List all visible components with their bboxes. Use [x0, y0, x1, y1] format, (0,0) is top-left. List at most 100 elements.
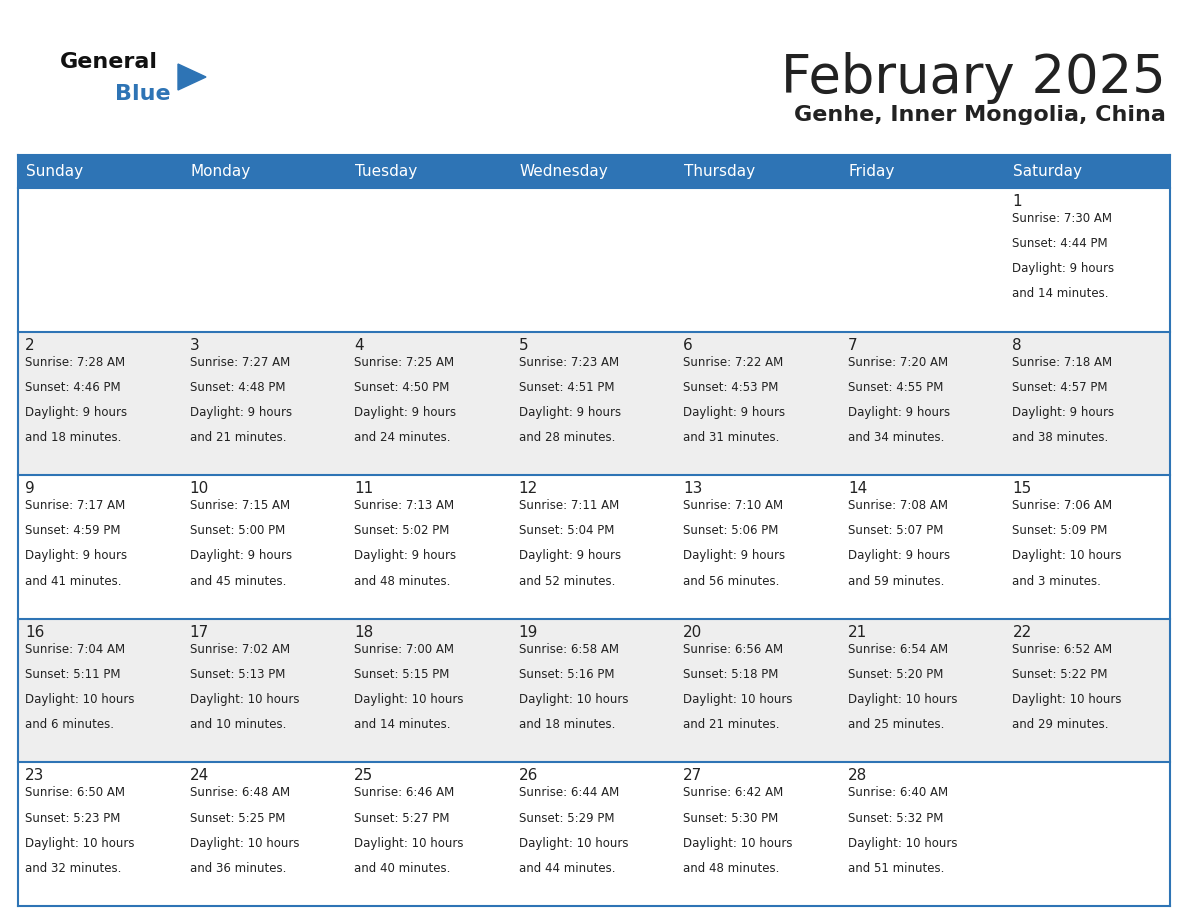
Text: Daylight: 10 hours: Daylight: 10 hours [354, 693, 463, 706]
Text: and 56 minutes.: and 56 minutes. [683, 575, 779, 588]
Text: 17: 17 [190, 625, 209, 640]
Text: February 2025: February 2025 [782, 52, 1165, 104]
Text: Daylight: 9 hours: Daylight: 9 hours [519, 406, 621, 419]
Text: 8: 8 [1012, 338, 1022, 353]
Text: Daylight: 9 hours: Daylight: 9 hours [848, 550, 950, 563]
Text: Sunrise: 6:40 AM: Sunrise: 6:40 AM [848, 787, 948, 800]
Text: and 44 minutes.: and 44 minutes. [519, 862, 615, 875]
Text: Sunrise: 7:27 AM: Sunrise: 7:27 AM [190, 355, 290, 369]
Text: Daylight: 9 hours: Daylight: 9 hours [1012, 406, 1114, 419]
Text: Sunset: 5:09 PM: Sunset: 5:09 PM [1012, 524, 1107, 537]
Text: Friday: Friday [849, 164, 896, 179]
Text: 1: 1 [1012, 194, 1022, 209]
Text: Sunset: 4:48 PM: Sunset: 4:48 PM [190, 381, 285, 394]
Text: Sunset: 5:30 PM: Sunset: 5:30 PM [683, 812, 778, 824]
Text: 5: 5 [519, 338, 529, 353]
Text: Sunrise: 7:20 AM: Sunrise: 7:20 AM [848, 355, 948, 369]
Text: and 48 minutes.: and 48 minutes. [683, 862, 779, 875]
Bar [18, 476, 1170, 619]
Text: Daylight: 10 hours: Daylight: 10 hours [25, 693, 134, 706]
Text: Daylight: 10 hours: Daylight: 10 hours [190, 836, 299, 850]
Polygon shape [178, 64, 206, 90]
Text: Sunrise: 7:08 AM: Sunrise: 7:08 AM [848, 499, 948, 512]
Text: Daylight: 9 hours: Daylight: 9 hours [190, 550, 292, 563]
Text: and 32 minutes.: and 32 minutes. [25, 862, 121, 875]
Text: 4: 4 [354, 338, 364, 353]
Text: Sunrise: 7:30 AM: Sunrise: 7:30 AM [1012, 212, 1112, 225]
Text: and 21 minutes.: and 21 minutes. [683, 718, 779, 732]
Text: 3: 3 [190, 338, 200, 353]
Text: Sunrise: 6:42 AM: Sunrise: 6:42 AM [683, 787, 784, 800]
Text: 24: 24 [190, 768, 209, 783]
Text: Sunset: 4:55 PM: Sunset: 4:55 PM [848, 381, 943, 394]
Text: 12: 12 [519, 481, 538, 497]
Text: Sunrise: 7:23 AM: Sunrise: 7:23 AM [519, 355, 619, 369]
Text: Sunrise: 7:10 AM: Sunrise: 7:10 AM [683, 499, 783, 512]
Text: and 18 minutes.: and 18 minutes. [519, 718, 615, 732]
Text: Genhe, Inner Mongolia, China: Genhe, Inner Mongolia, China [794, 105, 1165, 125]
Text: Sunset: 5:18 PM: Sunset: 5:18 PM [683, 668, 778, 681]
Text: 9: 9 [25, 481, 34, 497]
Text: Sunrise: 7:15 AM: Sunrise: 7:15 AM [190, 499, 290, 512]
Text: 25: 25 [354, 768, 373, 783]
Text: 7: 7 [848, 338, 858, 353]
Text: and 51 minutes.: and 51 minutes. [848, 862, 944, 875]
Bar [183, 155, 347, 188]
Text: Sunrise: 6:44 AM: Sunrise: 6:44 AM [519, 787, 619, 800]
Text: 20: 20 [683, 625, 702, 640]
Text: Sunset: 5:02 PM: Sunset: 5:02 PM [354, 524, 449, 537]
Bar [18, 155, 183, 188]
Text: Sunrise: 6:46 AM: Sunrise: 6:46 AM [354, 787, 454, 800]
Text: Daylight: 9 hours: Daylight: 9 hours [519, 550, 621, 563]
Text: 10: 10 [190, 481, 209, 497]
Text: Sunrise: 6:50 AM: Sunrise: 6:50 AM [25, 787, 125, 800]
Text: Daylight: 10 hours: Daylight: 10 hours [683, 693, 792, 706]
Bar [841, 155, 1005, 188]
Text: Daylight: 9 hours: Daylight: 9 hours [683, 406, 785, 419]
Bar [18, 188, 1170, 331]
Text: Sunrise: 7:02 AM: Sunrise: 7:02 AM [190, 643, 290, 655]
Text: Daylight: 9 hours: Daylight: 9 hours [25, 550, 127, 563]
Text: Sunset: 5:20 PM: Sunset: 5:20 PM [848, 668, 943, 681]
Bar [18, 619, 1170, 763]
Text: and 14 minutes.: and 14 minutes. [354, 718, 450, 732]
Text: Daylight: 10 hours: Daylight: 10 hours [848, 693, 958, 706]
Text: 14: 14 [848, 481, 867, 497]
Text: Sunrise: 7:22 AM: Sunrise: 7:22 AM [683, 355, 784, 369]
Text: Sunset: 5:22 PM: Sunset: 5:22 PM [1012, 668, 1108, 681]
Text: Daylight: 10 hours: Daylight: 10 hours [848, 836, 958, 850]
Text: and 34 minutes.: and 34 minutes. [848, 431, 944, 444]
Text: and 14 minutes.: and 14 minutes. [1012, 287, 1108, 300]
Text: and 45 minutes.: and 45 minutes. [190, 575, 286, 588]
Text: Daylight: 10 hours: Daylight: 10 hours [683, 836, 792, 850]
Text: 2: 2 [25, 338, 34, 353]
Text: Thursday: Thursday [684, 164, 756, 179]
Text: and 41 minutes.: and 41 minutes. [25, 575, 121, 588]
Text: Sunrise: 6:54 AM: Sunrise: 6:54 AM [848, 643, 948, 655]
Text: Sunset: 5:00 PM: Sunset: 5:00 PM [190, 524, 285, 537]
Text: Sunset: 5:29 PM: Sunset: 5:29 PM [519, 812, 614, 824]
Text: Daylight: 9 hours: Daylight: 9 hours [354, 550, 456, 563]
Bar [18, 763, 1170, 906]
Text: Daylight: 9 hours: Daylight: 9 hours [1012, 263, 1114, 275]
Text: Sunrise: 7:13 AM: Sunrise: 7:13 AM [354, 499, 454, 512]
Text: 23: 23 [25, 768, 44, 783]
Text: 28: 28 [848, 768, 867, 783]
Text: 26: 26 [519, 768, 538, 783]
Text: and 52 minutes.: and 52 minutes. [519, 575, 615, 588]
Text: 13: 13 [683, 481, 702, 497]
Text: Sunset: 5:25 PM: Sunset: 5:25 PM [190, 812, 285, 824]
Bar [347, 155, 512, 188]
Text: Sunset: 4:53 PM: Sunset: 4:53 PM [683, 381, 778, 394]
Text: and 25 minutes.: and 25 minutes. [848, 718, 944, 732]
Text: and 29 minutes.: and 29 minutes. [1012, 718, 1108, 732]
Text: Wednesday: Wednesday [519, 164, 608, 179]
Text: Daylight: 9 hours: Daylight: 9 hours [354, 406, 456, 419]
Text: and 38 minutes.: and 38 minutes. [1012, 431, 1108, 444]
Text: Daylight: 10 hours: Daylight: 10 hours [1012, 550, 1121, 563]
Text: Sunset: 4:57 PM: Sunset: 4:57 PM [1012, 381, 1108, 394]
Text: Sunset: 5:32 PM: Sunset: 5:32 PM [848, 812, 943, 824]
Text: Sunset: 4:46 PM: Sunset: 4:46 PM [25, 381, 121, 394]
Text: Tuesday: Tuesday [355, 164, 417, 179]
Text: Monday: Monday [190, 164, 251, 179]
